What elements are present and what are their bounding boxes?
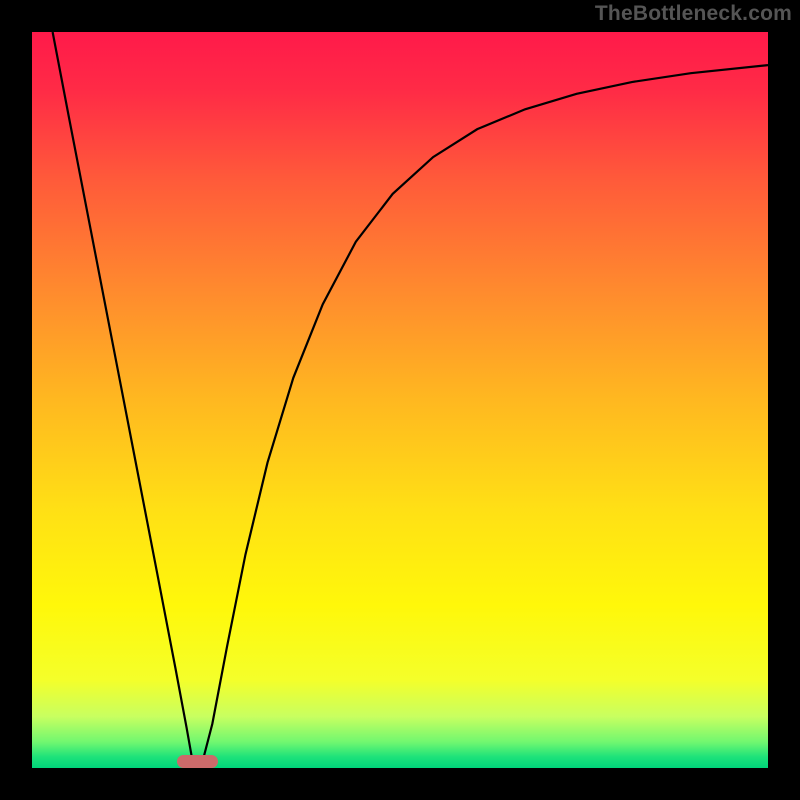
plot-area (32, 32, 768, 768)
curve-layer (32, 32, 768, 768)
chart-container: TheBottleneck.com (0, 0, 800, 800)
bottleneck-curve (53, 32, 768, 768)
optimal-marker (177, 755, 217, 768)
attribution-text: TheBottleneck.com (595, 2, 792, 26)
